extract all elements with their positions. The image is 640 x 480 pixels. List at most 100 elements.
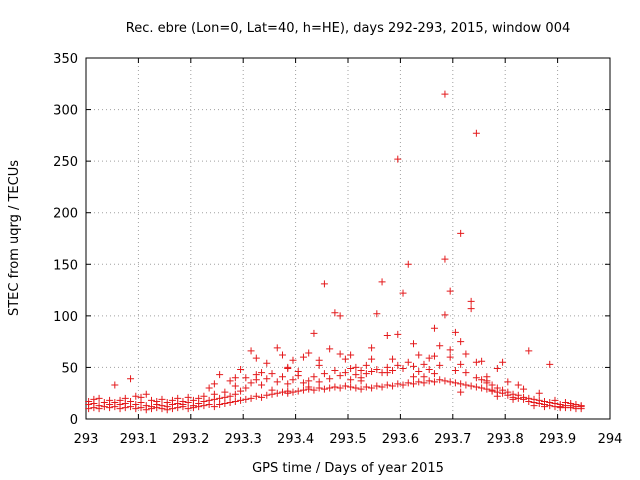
data-point — [415, 368, 423, 376]
data-point — [85, 397, 93, 405]
data-point — [205, 384, 213, 392]
data-point — [467, 382, 475, 390]
data-point — [195, 394, 203, 402]
data-point — [210, 390, 218, 398]
data-point — [294, 387, 302, 395]
data-point — [383, 381, 391, 389]
data-point — [546, 398, 554, 406]
data-point — [273, 378, 281, 386]
data-point — [148, 396, 155, 404]
data-point — [284, 389, 292, 397]
data-point — [425, 365, 433, 373]
data-point — [341, 355, 349, 363]
axis-ticks: 293 293.1 293.2 293.3 293.4 293.5 293.6 293.7 29… — [53, 52, 622, 447]
data-point — [499, 358, 507, 366]
data-point — [153, 397, 161, 405]
data-point — [158, 402, 166, 410]
data-point — [315, 378, 323, 386]
data-point — [410, 340, 417, 348]
data-point — [268, 370, 276, 378]
y-tick-label: 100 — [53, 310, 78, 325]
data-point — [404, 260, 412, 268]
data-point — [142, 390, 150, 398]
data-point — [373, 382, 381, 390]
data-point — [226, 377, 234, 385]
data-point — [326, 375, 334, 383]
data-point — [237, 387, 245, 395]
data-point — [389, 382, 397, 390]
data-point — [168, 396, 176, 404]
data-point — [451, 367, 459, 375]
data-point — [525, 394, 533, 402]
data-point — [368, 355, 376, 363]
data-point — [441, 90, 449, 98]
data-point — [231, 374, 239, 382]
data-point — [294, 368, 302, 376]
data-point — [483, 385, 491, 393]
data-point — [242, 395, 250, 403]
data-point — [467, 297, 475, 305]
data-point — [383, 331, 391, 339]
x-tick-label: 294 — [598, 432, 623, 447]
data-point — [247, 379, 255, 387]
data-point — [467, 305, 475, 313]
y-tick-label: 200 — [53, 207, 78, 222]
y-axis-label: STEC from uqrg / TECUs — [7, 160, 22, 316]
data-point — [441, 311, 449, 319]
data-point — [462, 350, 470, 358]
data-point — [509, 395, 517, 403]
data-point — [184, 405, 192, 413]
data-point — [493, 392, 501, 400]
data-point — [148, 403, 155, 411]
data-point — [174, 394, 182, 402]
data-point — [200, 392, 208, 400]
data-point — [231, 397, 239, 405]
data-point — [299, 379, 307, 387]
data-point — [279, 388, 286, 396]
data-point — [488, 386, 496, 394]
data-point — [546, 360, 554, 368]
data-point — [430, 378, 438, 386]
data-point — [420, 360, 428, 368]
data-point — [305, 377, 313, 385]
data-point — [221, 388, 229, 396]
data-point — [357, 367, 365, 375]
data-point — [410, 380, 417, 388]
data-point — [472, 129, 480, 137]
x-axis-label: GPS time / Days of year 2015 — [252, 461, 444, 476]
data-point — [226, 398, 234, 406]
data-point — [446, 346, 454, 354]
data-point — [478, 384, 486, 392]
data-point — [252, 371, 260, 379]
data-point — [273, 389, 281, 397]
data-point — [132, 392, 140, 400]
data-point — [106, 396, 114, 404]
data-point — [541, 403, 548, 411]
x-tick-label: 293.1 — [120, 432, 157, 447]
data-point — [446, 287, 454, 295]
data-point — [457, 360, 465, 368]
data-points — [85, 90, 585, 414]
data-point — [242, 374, 250, 382]
x-tick-label: 293.6 — [382, 432, 419, 447]
data-point — [368, 384, 376, 392]
data-point — [404, 379, 412, 387]
x-tick-label: 293.9 — [539, 432, 576, 447]
x-tick-label: 293 — [74, 432, 99, 447]
data-point — [368, 368, 376, 376]
data-point — [320, 385, 328, 393]
data-point — [289, 356, 297, 364]
y-tick-label: 350 — [53, 52, 78, 67]
data-point — [326, 345, 334, 353]
data-point — [357, 385, 365, 393]
data-point — [299, 386, 307, 394]
data-point — [315, 356, 323, 364]
data-point — [383, 369, 391, 377]
data-point — [373, 365, 381, 373]
data-point — [142, 402, 150, 410]
y-tick-label: 50 — [61, 361, 78, 376]
x-tick-label: 293.8 — [487, 432, 524, 447]
data-point — [457, 388, 465, 396]
data-point — [336, 350, 344, 358]
data-point — [420, 379, 428, 387]
